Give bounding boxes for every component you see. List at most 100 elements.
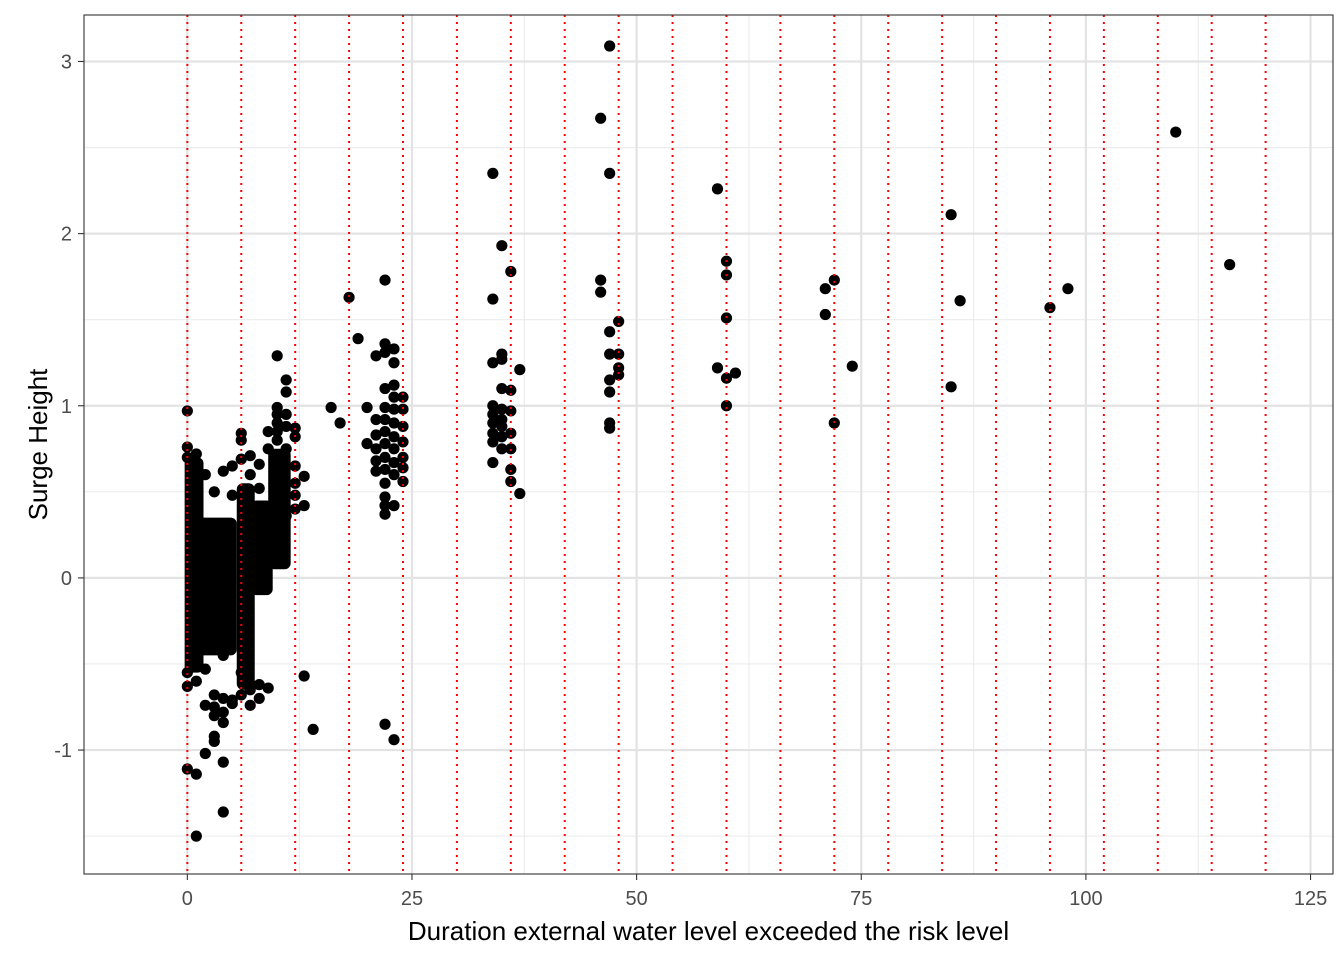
data-point [397, 436, 409, 448]
data-point [613, 348, 625, 360]
data-point [604, 167, 616, 179]
data-point [595, 274, 607, 286]
data-point [388, 469, 400, 481]
data-point [604, 386, 616, 398]
data-point [720, 400, 733, 412]
data-point [397, 475, 409, 488]
data-point [379, 718, 391, 730]
data-point [595, 286, 607, 298]
data-point [370, 443, 382, 455]
data-point [289, 503, 301, 515]
data-point [235, 453, 247, 465]
y-tick-label: 1 [61, 396, 72, 418]
data-point [190, 830, 202, 842]
plot-border [83, 14, 1334, 875]
data-point [397, 462, 409, 474]
data-point [298, 470, 310, 482]
x-tick-label: 50 [625, 888, 647, 910]
data-point [226, 460, 238, 472]
data-point [388, 443, 400, 455]
data-point [181, 441, 193, 453]
data-point [604, 326, 616, 338]
data-point [199, 699, 211, 711]
data-point [370, 413, 382, 426]
data-point [1224, 259, 1236, 271]
data-point [271, 425, 283, 438]
data-point [505, 265, 517, 278]
data-point [361, 401, 373, 414]
data-point [208, 701, 220, 713]
data-point [370, 350, 382, 362]
data-point [226, 489, 238, 501]
x-tick-label: 25 [401, 888, 423, 910]
data-point [199, 469, 211, 481]
data-point [496, 403, 508, 415]
data-point [397, 391, 409, 403]
dense-cluster [250, 500, 273, 596]
data-point [208, 710, 220, 722]
data-point [298, 670, 310, 682]
data-point [379, 477, 391, 489]
data-point [289, 477, 301, 489]
data-point [388, 417, 400, 429]
data-point [729, 367, 742, 379]
data-point [379, 274, 391, 286]
data-point [711, 362, 724, 374]
y-tick-label: -1 [54, 740, 72, 762]
data-point [945, 209, 957, 221]
data-point [244, 699, 256, 711]
data-point [379, 338, 391, 350]
data-point [505, 384, 517, 396]
data-point [846, 360, 858, 372]
data-point [208, 689, 220, 701]
data-point [828, 274, 840, 286]
data-point [487, 456, 499, 469]
data-point [595, 112, 607, 124]
data-point [1170, 126, 1182, 138]
data-point [271, 434, 283, 446]
data-point [819, 308, 831, 321]
data-point [388, 431, 400, 443]
data-point [487, 427, 499, 439]
data-point [217, 706, 229, 718]
data-point [262, 443, 274, 455]
data-point [505, 463, 517, 476]
data-point [181, 763, 193, 775]
data-point [388, 343, 400, 355]
data-point [226, 697, 238, 710]
data-point [397, 420, 409, 433]
data-point [819, 283, 831, 295]
data-point [217, 649, 229, 661]
data-point [388, 379, 400, 391]
data-point [307, 723, 319, 735]
data-point [720, 372, 733, 384]
y-axis-title: Surge Height [23, 368, 53, 521]
data-point [190, 654, 202, 667]
data-point [253, 692, 265, 705]
data-point [280, 477, 292, 489]
data-point [613, 369, 625, 381]
data-point [505, 427, 517, 439]
data-point [487, 293, 499, 305]
dense-cluster [196, 517, 237, 656]
data-point [496, 443, 508, 455]
y-tick-label: 2 [61, 224, 72, 246]
data-point [289, 489, 301, 501]
data-point [280, 374, 292, 386]
data-point [487, 400, 499, 412]
data-point [199, 663, 211, 675]
x-tick-label: 0 [182, 888, 193, 910]
data-point [505, 475, 517, 488]
x-axis-title: Duration external water level exceeded t… [408, 916, 1009, 946]
data-point [487, 436, 499, 448]
x-tick-label: 100 [1069, 888, 1102, 910]
data-point [487, 408, 499, 420]
data-point [181, 666, 193, 679]
data-point [280, 408, 292, 420]
data-point [388, 357, 400, 369]
data-point [271, 417, 283, 429]
data-point [181, 680, 193, 692]
data-point [190, 675, 202, 687]
data-point [262, 682, 274, 694]
